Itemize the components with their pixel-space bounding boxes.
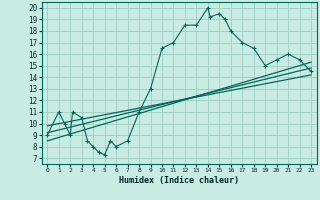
X-axis label: Humidex (Indice chaleur): Humidex (Indice chaleur)	[119, 176, 239, 185]
